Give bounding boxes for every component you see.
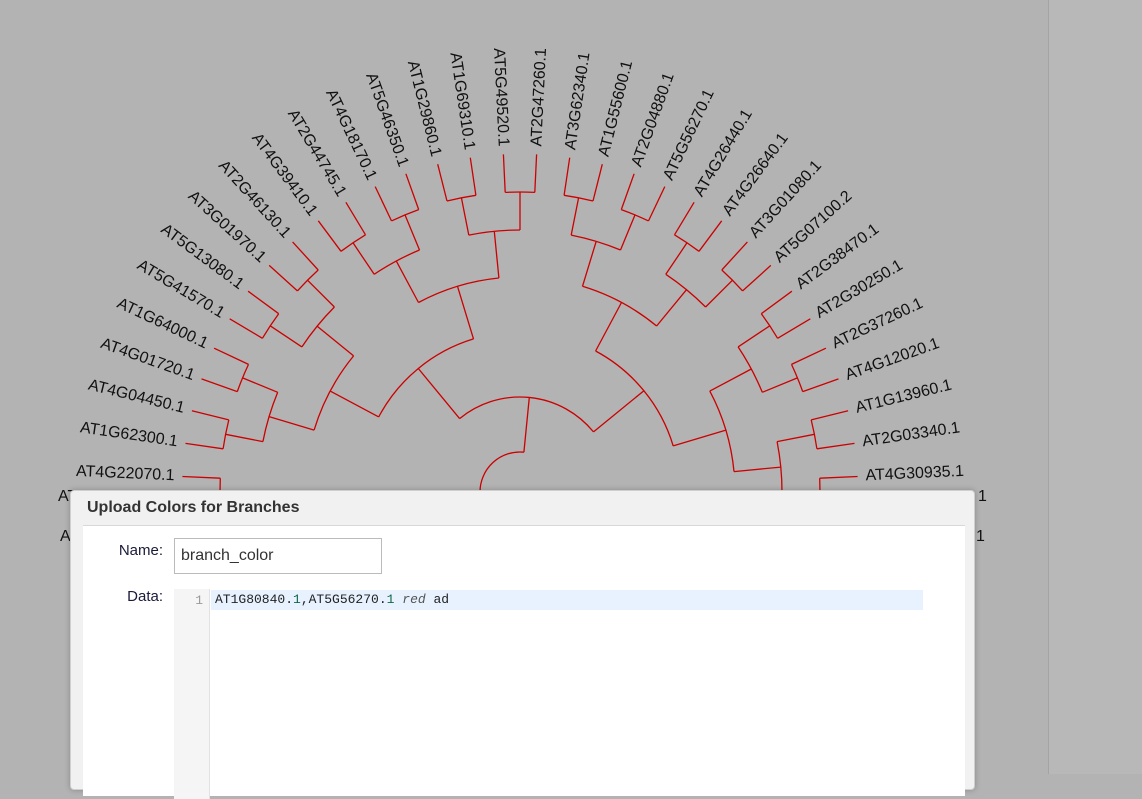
tree-branch [593, 164, 602, 201]
leaf-label: AT1G62300.1 [79, 419, 179, 450]
tree-branch [524, 398, 529, 453]
tree-branch [346, 202, 366, 235]
tree-branch [811, 411, 848, 420]
tree-branch [375, 187, 391, 221]
tree-branch [621, 174, 634, 210]
code-token: ,AT5G56270. [301, 592, 387, 607]
leaf-label: AT4G12020.1 [843, 335, 942, 384]
tree-branch [269, 417, 314, 431]
leaf-label: AT3G62340.1 [562, 51, 593, 151]
tree-branch [734, 467, 781, 472]
tree-branch [480, 452, 524, 492]
leaf-label: AT4G30935.1 [865, 463, 964, 484]
dialog-body: Name: Data: 1 AT1G80840.1,AT5G56270.1 re… [83, 525, 965, 796]
data-code-editor[interactable]: 1 AT1G80840.1,AT5G56270.1 red ad [174, 589, 923, 799]
tree-branch [820, 477, 858, 479]
code-line[interactable]: AT1G80840.1,AT5G56270.1 red ad [211, 590, 923, 610]
leaf-label: AT1G13960.1 [854, 377, 954, 417]
tree-branch [243, 378, 278, 392]
tree-branch [503, 154, 505, 192]
tree-branch [803, 379, 839, 392]
tree-branch [438, 164, 447, 201]
tree-branch [494, 231, 499, 278]
leaf-label: AT5G49520.1 [490, 48, 512, 147]
tree-branch [330, 391, 379, 417]
leaf-label: AT4G22070.1 [76, 463, 175, 484]
leaf-label: AT1G55600.1 [596, 59, 637, 159]
tree-branch [673, 430, 726, 446]
tree-branch [761, 291, 792, 314]
leaf-label: AT2G47260.1 [528, 48, 550, 147]
tree-branch [461, 198, 468, 235]
tree-branch [317, 326, 353, 356]
tree-branch [596, 303, 622, 352]
tree-branch [308, 280, 335, 307]
tree-branch [202, 379, 238, 392]
leaf-label: AT4G04450.1 [87, 377, 187, 417]
leaf-label: AT1G69310.1 [446, 51, 477, 151]
data-label: Data: [83, 588, 163, 605]
leaf-label: AT4G01720.1 [98, 335, 197, 384]
tree-branch [535, 154, 537, 192]
tree-branch [353, 243, 374, 274]
line-number: 1 [195, 593, 203, 608]
tree-branch [293, 242, 319, 270]
tree-branch [186, 443, 224, 448]
name-input[interactable] [174, 538, 382, 574]
tree-branch [657, 290, 687, 326]
leaf-label: AT2G03340.1 [861, 419, 961, 450]
clipped-label-right-2: 1 [976, 528, 985, 546]
tree-branch [583, 241, 597, 286]
tree-branch [396, 261, 418, 302]
tree-branch [270, 326, 302, 347]
tree-branch [594, 391, 644, 432]
tree-branch [722, 242, 748, 270]
tree-branch [230, 319, 263, 339]
tree-branch [214, 348, 248, 364]
tree-branch [817, 443, 855, 448]
tree-branch [777, 434, 814, 441]
editor-gutter: 1 [174, 589, 210, 799]
name-label: Name: [83, 542, 163, 559]
tree-branch [192, 411, 229, 420]
code-token: ad [434, 592, 450, 607]
tree-branch [710, 369, 752, 391]
tree-branch [470, 158, 476, 196]
tree-branch [778, 319, 811, 339]
tree-branch [458, 286, 474, 339]
tree-branch [226, 434, 263, 441]
tree-branch [248, 291, 279, 314]
tree-branch [269, 265, 297, 291]
tree-branch [738, 326, 770, 347]
tree-branch [405, 215, 420, 250]
tree-branch [743, 265, 771, 291]
tree-branch [675, 202, 695, 235]
tree-branch [318, 221, 341, 252]
clipped-label-right-1: 1 [978, 488, 987, 506]
code-token: red [402, 592, 425, 607]
tree-branch [649, 187, 665, 221]
code-token: AT1G80840. [215, 592, 293, 607]
tree-branch [418, 369, 459, 419]
code-token: 1 [293, 592, 301, 607]
dialog-title: Upload Colors for Branches [87, 499, 299, 517]
tree-branch [564, 158, 570, 196]
tree-branches [182, 154, 857, 509]
tree-branch [182, 477, 220, 479]
tree-branch [706, 280, 733, 307]
tree-branch [621, 215, 636, 250]
tree-branch [762, 378, 797, 392]
upload-colors-dialog: Upload Colors for Branches Name: Data: 1… [70, 490, 975, 790]
leaf-label: AT1G29860.1 [404, 59, 445, 159]
tree-branch [406, 174, 419, 210]
tree-branch [666, 243, 687, 274]
code-token: 1 [387, 592, 395, 607]
tree-branch [792, 348, 826, 364]
tree-branch [699, 221, 722, 252]
tree-branch [571, 198, 578, 235]
